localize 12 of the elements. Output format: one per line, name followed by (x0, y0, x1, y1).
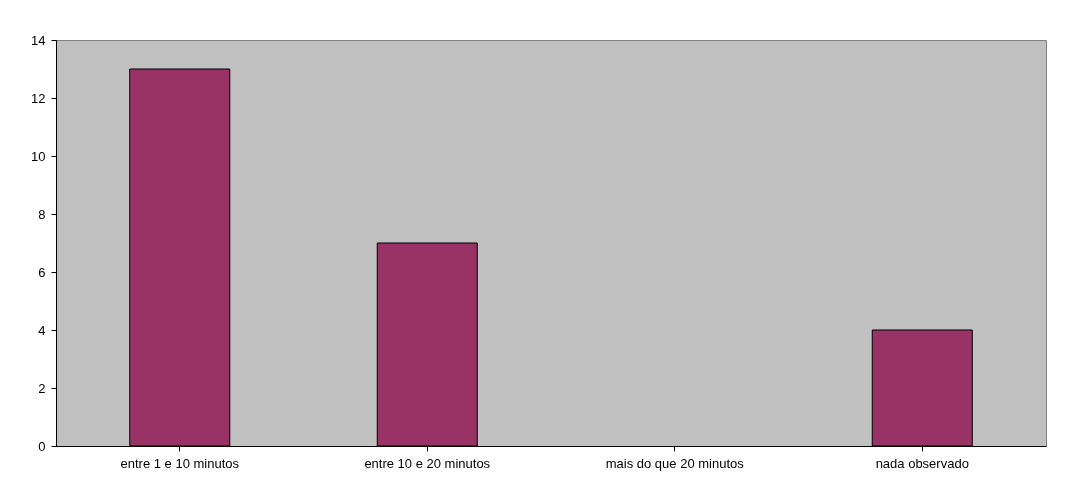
y-tick-label: 4 (38, 322, 46, 338)
x-tick-label: entre 1 e 10 minutos (120, 455, 240, 471)
y-tick-label: 10 (31, 148, 46, 164)
x-tick-label: entre 10 e 20 minutos (364, 455, 491, 471)
y-tick-label: 8 (38, 206, 46, 222)
y-tick-label: 2 (38, 380, 46, 396)
y-tick-label: 14 (31, 32, 46, 48)
x-tick-label: mais do que 20 minutos (605, 455, 745, 471)
y-tick-label: 6 (38, 264, 46, 280)
y-tick-label: 0 (38, 438, 46, 454)
y-tick-label: 12 (31, 90, 46, 106)
x-tick-label: nada observado (875, 455, 969, 471)
